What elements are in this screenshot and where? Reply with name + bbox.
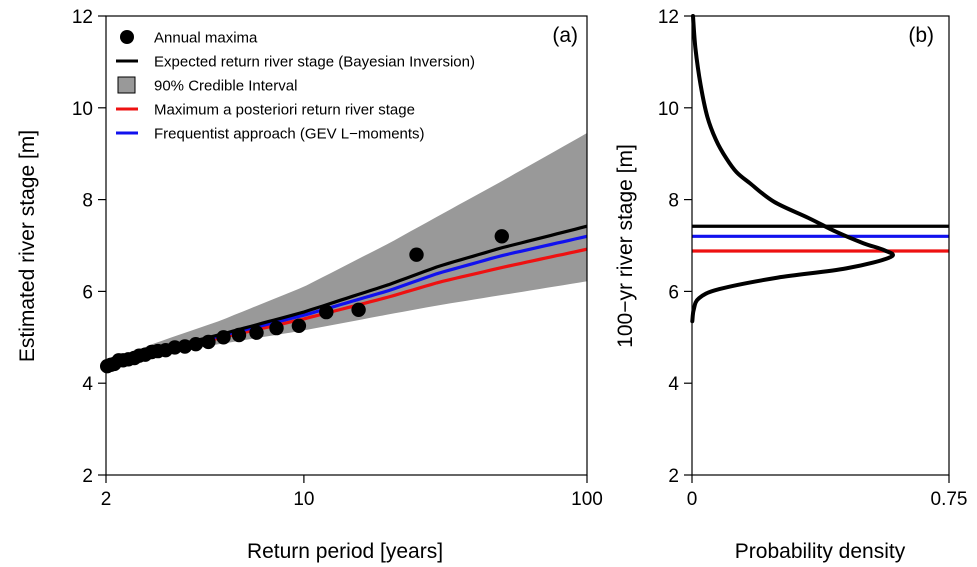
- y-axis-title-b: 100−yr river stage [m]: [614, 144, 637, 348]
- legend-entry: Frequentist approach (GEV L−moments): [116, 126, 425, 143]
- reference-lines: [692, 226, 949, 251]
- y-tick-label: 12: [658, 7, 679, 28]
- panel-a: 2 10 100 2 4 6 8 10 12 Return period [years] Es…: [16, 7, 603, 563]
- density-curve: [692, 16, 893, 321]
- panel-label-b: (b): [908, 24, 934, 47]
- data-point: [232, 328, 246, 342]
- legend-label: 90% Credible Interval: [154, 78, 297, 95]
- y-tick-label: 8: [668, 191, 679, 212]
- y-tick-label: 12: [72, 7, 93, 28]
- legend-entry: Expected return river stage (Bayesian In…: [116, 54, 475, 71]
- data-point: [495, 229, 509, 243]
- y-tick-label: 10: [658, 99, 679, 120]
- y-ticks-a: 2 4 6 8 10 12: [72, 7, 106, 487]
- legend-symbol-point: [120, 30, 134, 44]
- y-tick-label: 2: [668, 466, 679, 487]
- data-point: [189, 337, 203, 351]
- data-point: [269, 321, 283, 335]
- y-tick-label: 4: [82, 374, 93, 395]
- x-axis-title-a: Return period [years]: [247, 540, 443, 563]
- data-point: [292, 319, 306, 333]
- data-point: [319, 305, 333, 319]
- x-tick-label: 100: [571, 489, 603, 510]
- legend-symbol-box: [118, 77, 135, 93]
- data-point: [201, 335, 215, 349]
- y-tick-label: 2: [82, 466, 93, 487]
- y-tick-label: 6: [82, 282, 93, 303]
- y-tick-label: 8: [82, 191, 93, 212]
- legend: Annual maxima Expected return river stage…: [116, 30, 475, 143]
- data-point: [351, 303, 365, 317]
- x-ticks-a: 2 10 100: [101, 475, 603, 510]
- x-ticks-b: 0 0.75: [687, 475, 968, 510]
- y-axis-title-a: Estimated river stage [m]: [16, 130, 39, 362]
- y-tick-label: 10: [72, 99, 93, 120]
- credible-interval-band: [106, 133, 587, 367]
- y-ticks-b: 2 4 6 8 10 12: [658, 7, 692, 487]
- y-tick-label: 4: [668, 374, 679, 395]
- data-point: [249, 326, 263, 340]
- legend-entry: Maximum a posteriori return river stage: [116, 102, 415, 119]
- panel-label-a: (a): [552, 24, 578, 47]
- x-tick-label: 2: [101, 489, 112, 510]
- legend-label: Annual maxima: [154, 30, 258, 47]
- x-tick-label: 0.75: [931, 489, 968, 510]
- plot-frame-b: [692, 16, 949, 475]
- data-point: [409, 248, 423, 262]
- legend-label: Frequentist approach (GEV L−moments): [154, 126, 425, 143]
- legend-label: Maximum a posteriori return river stage: [154, 102, 415, 119]
- x-tick-label: 10: [293, 489, 314, 510]
- credible-interval-area: [106, 133, 587, 367]
- density-line: [692, 16, 893, 321]
- legend-entry: Annual maxima: [120, 30, 258, 47]
- data-point: [216, 330, 230, 344]
- legend-entry: 90% Credible Interval: [118, 77, 297, 95]
- y-tick-label: 6: [668, 282, 679, 303]
- x-tick-label: 0: [687, 489, 698, 510]
- legend-label: Expected return river stage (Bayesian In…: [154, 54, 475, 71]
- x-axis-title-b: Probability density: [735, 540, 906, 563]
